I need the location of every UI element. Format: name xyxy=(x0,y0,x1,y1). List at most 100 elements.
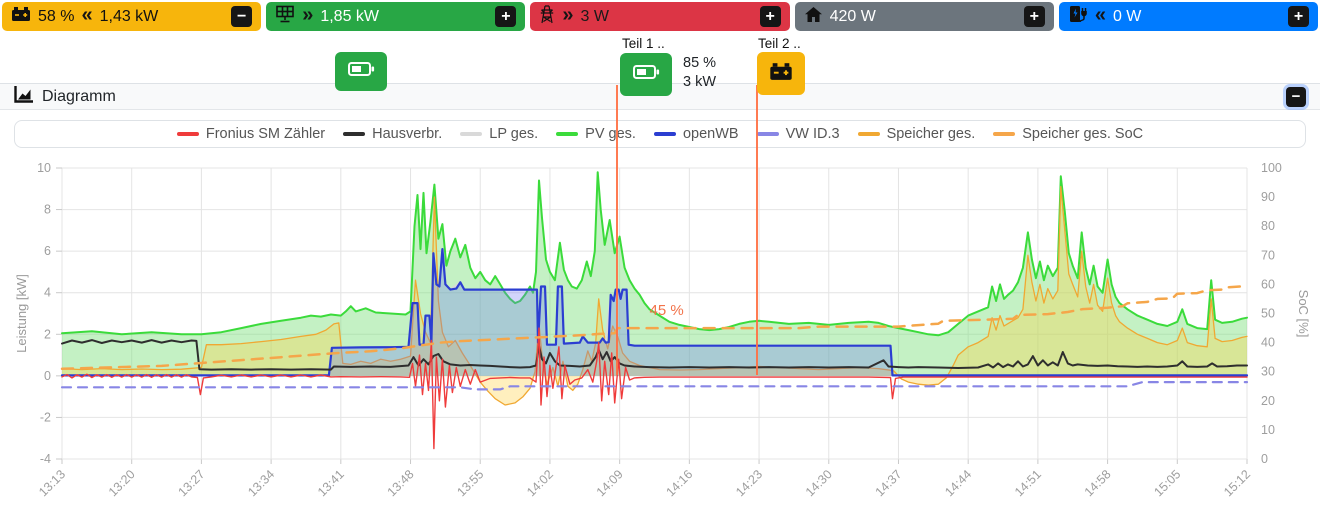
y-right-tick-label: 50 xyxy=(1261,307,1275,321)
power-tower-icon xyxy=(539,4,555,29)
chart-legend: Fronius SM Zähler Hausverbr. LP ges. PV ges… xyxy=(14,120,1306,148)
x-axis-tick-label: 13:55 xyxy=(454,467,486,499)
legend-swatch-haus xyxy=(343,132,366,136)
y-left-tick-label: 8 xyxy=(44,203,51,217)
series-line-pv xyxy=(61,171,1248,337)
series-line-speicher xyxy=(61,186,1248,406)
direction-out-icon: » xyxy=(562,3,574,26)
x-axis-tick-label: 13:27 xyxy=(176,467,208,499)
legend-item-soc[interactable]: Speicher ges. SoC xyxy=(993,126,1143,142)
area-chart-icon xyxy=(14,85,33,108)
battery-soc-value: 58 % xyxy=(38,7,75,25)
legend-label-fronius: Fronius SM Zähler xyxy=(205,126,326,142)
solar-panel-icon xyxy=(275,5,295,28)
grid-status-badge[interactable]: » 3 W + xyxy=(530,2,790,31)
series-line-fronius xyxy=(61,327,1248,450)
house-icon xyxy=(804,6,823,28)
legend-label-lp: LP ges. xyxy=(489,126,539,142)
panel-title: Diagramm xyxy=(42,87,116,105)
y-right-tick-label: 70 xyxy=(1261,248,1275,262)
teil1-battery-button[interactable] xyxy=(620,53,672,96)
x-axis-tick-label: 14:37 xyxy=(873,467,905,499)
y-right-tick-label: 30 xyxy=(1261,365,1275,379)
legend-label-soc: Speicher ges. SoC xyxy=(1022,126,1144,142)
y-right-tick-label: 60 xyxy=(1261,277,1275,291)
legend-item-lp[interactable]: LP ges. xyxy=(460,126,538,142)
pv-expand-button[interactable]: + xyxy=(495,6,517,27)
x-axis-tick-label: 14:16 xyxy=(663,467,695,499)
y-right-tick-label: 20 xyxy=(1261,394,1275,408)
legend-item-fronius[interactable]: Fronius SM Zähler xyxy=(176,126,326,142)
y-left-tick-label: -2 xyxy=(40,410,51,424)
legend-label-vw: VW ID.3 xyxy=(785,126,840,142)
teil1-label: Teil 1 .. xyxy=(622,36,665,51)
teil2-battery-button[interactable] xyxy=(757,52,805,95)
teil2-label: Teil 2 .. xyxy=(758,36,801,51)
series-line-soc xyxy=(60,284,1249,371)
x-axis-tick-label: 14:30 xyxy=(803,467,835,499)
y-left-tick-label: 2 xyxy=(44,327,51,341)
house-status-badge[interactable]: 420 W + xyxy=(794,2,1054,31)
legend-item-openwb[interactable]: openWB xyxy=(653,126,739,142)
direction-out-icon: » xyxy=(302,3,314,26)
direction-in-icon: « xyxy=(81,3,93,26)
y-right-tick-label: 80 xyxy=(1261,219,1275,233)
series-fill-pv xyxy=(62,172,1247,376)
chargepoint-expand-button[interactable]: + xyxy=(1288,6,1310,27)
legend-item-vw[interactable]: VW ID.3 xyxy=(756,126,840,142)
x-axis-tick-label: 14:58 xyxy=(1082,467,1114,499)
legend-swatch-openwb xyxy=(653,132,676,136)
series-line-vw xyxy=(60,381,1249,391)
x-axis-tick-label: 13:41 xyxy=(315,467,347,499)
battery-series-button[interactable] xyxy=(335,52,387,91)
y-right-axis-title: SoC [%] xyxy=(1296,290,1311,338)
house-expand-button[interactable]: + xyxy=(1023,6,1045,27)
grid-power-value: 3 W xyxy=(580,7,609,25)
charging-station-icon xyxy=(1068,5,1088,28)
legend-swatch-speicher xyxy=(857,132,880,136)
teil1-soc-value: 85 % xyxy=(683,55,717,71)
y-right-tick-label: 40 xyxy=(1261,336,1275,350)
legend-item-haus[interactable]: Hausverbr. xyxy=(343,126,442,142)
legend-swatch-vw xyxy=(756,132,779,136)
battery-icon xyxy=(11,6,31,27)
legend-swatch-fronius xyxy=(176,132,199,136)
y-right-tick-label: 0 xyxy=(1261,452,1268,466)
battery-power-value: 1,43 kW xyxy=(99,7,159,25)
teil1-power-value: 3 kW xyxy=(683,74,717,90)
chargepoint-status-badge[interactable]: « 0 W + xyxy=(1058,2,1319,31)
chargepoint-power-value: 0 W xyxy=(1112,7,1142,25)
legend-label-haus: Hausverbr. xyxy=(372,126,443,142)
battery-status-badge[interactable]: 58 % « 1,43 kW − xyxy=(2,2,262,31)
battery-collapse-button[interactable]: − xyxy=(231,6,253,27)
x-axis-tick-label: 14:02 xyxy=(524,467,556,499)
battery-level-icon xyxy=(347,61,375,82)
y-right-tick-label: 10 xyxy=(1261,423,1275,437)
x-axis-tick-label: 14:09 xyxy=(594,467,626,499)
legend-item-pv[interactable]: PV ges. xyxy=(556,126,636,142)
power-soc-chart[interactable]: 13:13 13:20 13:27 13:34 13:41 13:48 13:55 14:02… xyxy=(0,155,1320,518)
pv-power-value: 1,85 kW xyxy=(320,7,380,25)
x-axis-tick-label: 13:48 xyxy=(385,467,417,499)
x-axis-tick-label: 13:13 xyxy=(36,467,68,499)
chart-toolbar: Teil 1 .. 85 % 3 kW Teil 2 .. xyxy=(0,33,1320,96)
y-left-axis-title: Leistung [kW] xyxy=(14,274,29,353)
legend-label-speicher: Speicher ges. xyxy=(886,126,976,142)
legend-swatch-soc xyxy=(993,132,1016,136)
direction-in-icon: « xyxy=(1094,3,1106,26)
legend-item-speicher[interactable]: Speicher ges. xyxy=(857,126,976,142)
x-axis-tick-label: 15:05 xyxy=(1151,467,1183,499)
x-axis-tick-label: 13:34 xyxy=(245,467,277,499)
section-marker-line-1 xyxy=(616,85,618,375)
soc-annotation-label: 45 % xyxy=(650,302,684,319)
pv-status-badge[interactable]: » 1,85 kW + xyxy=(266,2,526,31)
y-left-tick-label: 4 xyxy=(44,286,51,300)
diagram-collapse-button[interactable]: − xyxy=(1286,86,1306,107)
y-left-tick-label: 0 xyxy=(44,369,51,383)
x-axis-tick-label: 13:20 xyxy=(106,467,138,499)
battery-level-icon xyxy=(632,64,660,85)
section-marker-line-2 xyxy=(756,85,758,375)
y-right-tick-label: 100 xyxy=(1261,161,1282,175)
teil1-info: 85 % 3 kW xyxy=(683,54,716,92)
grid-expand-button[interactable]: + xyxy=(759,6,781,27)
